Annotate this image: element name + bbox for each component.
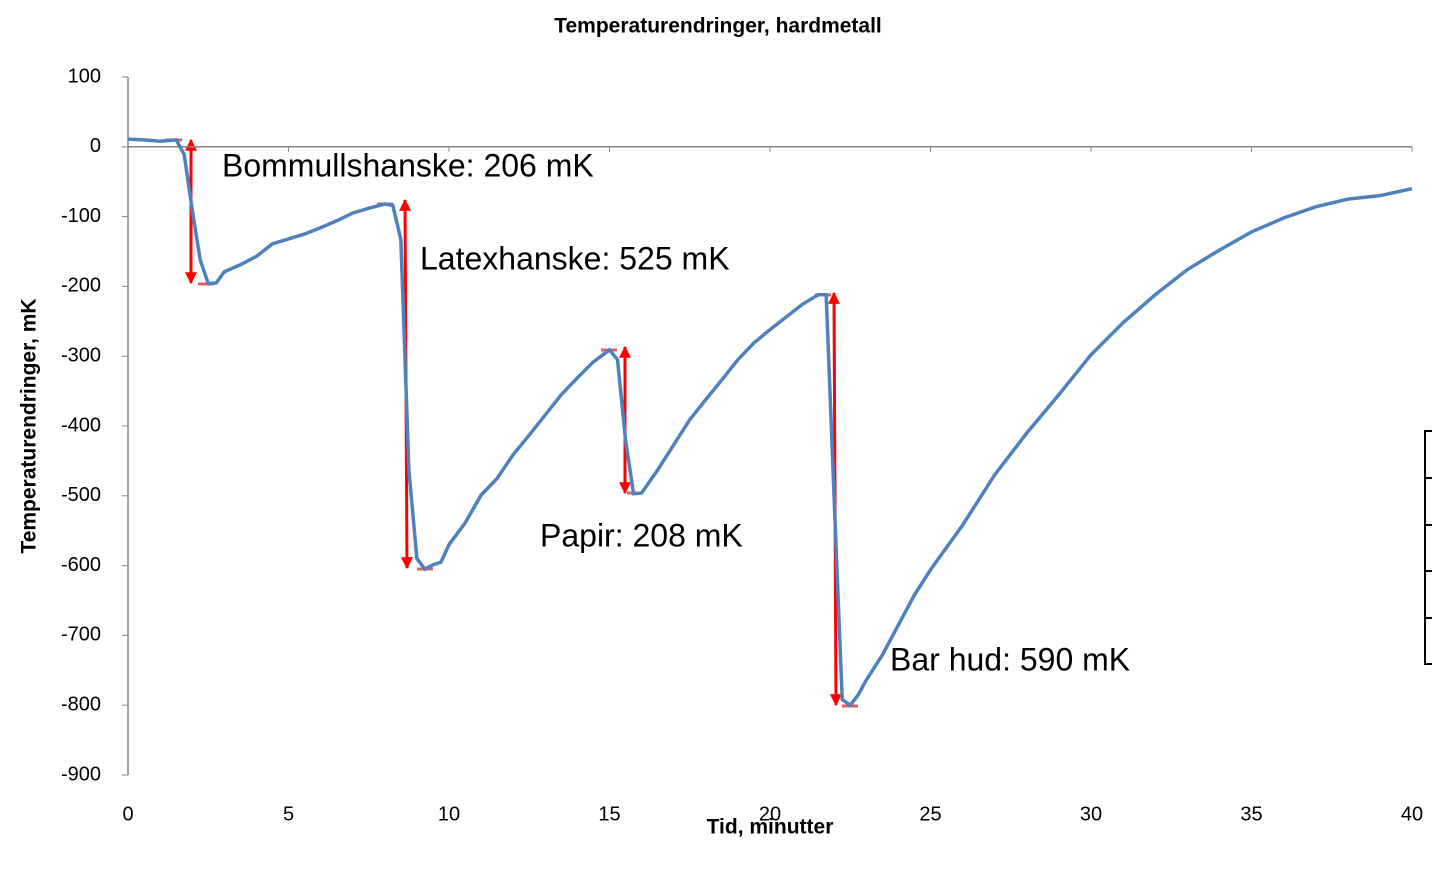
y-tick-label: 100 xyxy=(68,65,101,87)
y-tick-label: -800 xyxy=(61,693,101,715)
x-tick-label: 30 xyxy=(1080,803,1102,825)
y-tick-label: -400 xyxy=(61,414,101,436)
x-axis-title: Tid, minutter xyxy=(707,816,834,839)
y-tick-label: -200 xyxy=(61,275,101,297)
data-line xyxy=(127,137,1413,708)
x-tick-label: 35 xyxy=(1240,803,1262,825)
y-tick-label: -700 xyxy=(61,624,101,646)
y-tick-label: 0 xyxy=(90,135,101,157)
y-tick-label: -300 xyxy=(61,344,101,366)
annotation: Bommullshanske: 206 mK xyxy=(222,147,594,183)
x-tick-label: 0 xyxy=(122,803,133,825)
annotation: Papir: 208 mK xyxy=(540,517,743,553)
y-tick-label: -600 xyxy=(61,554,101,576)
arrows xyxy=(185,138,842,707)
y-tick-label: -900 xyxy=(61,763,101,785)
x-tick-label: 40 xyxy=(1401,803,1423,825)
annotation: Bar hud: 590 mK xyxy=(890,641,1130,677)
annotation: Latexhanske: 525 mK xyxy=(420,240,730,276)
x-tick-label: 10 xyxy=(438,803,460,825)
chart-title: Temperaturendringer, hardmetall xyxy=(554,15,882,38)
x-tick-label: 25 xyxy=(919,803,941,825)
x-tick-label: 5 xyxy=(283,803,294,825)
x-tick-label: 15 xyxy=(598,803,620,825)
level-marks xyxy=(166,138,858,708)
x-tick-label: 20 xyxy=(759,803,781,825)
cut-off-table xyxy=(1424,430,1432,665)
y-tick-label: -500 xyxy=(61,484,101,506)
y-tick-label: -100 xyxy=(61,205,101,227)
y-axis-title: Temperaturendringer, mK xyxy=(18,298,41,553)
